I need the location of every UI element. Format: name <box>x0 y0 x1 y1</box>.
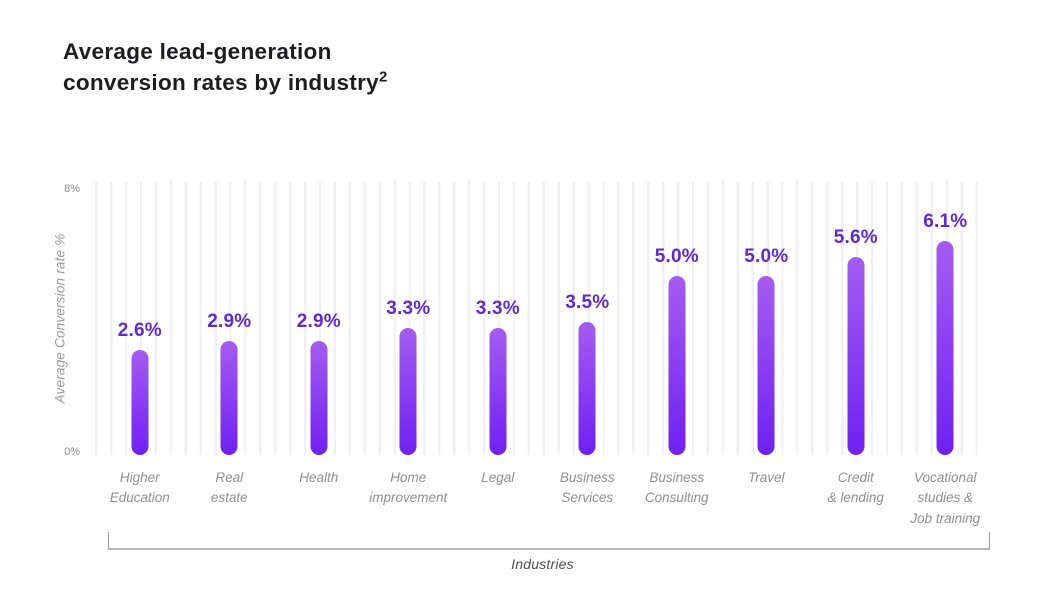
bar-value-label: 2.9% <box>207 310 252 332</box>
category-label: Business Services <box>559 470 615 506</box>
chart-title-line1: Average lead-generation <box>63 39 332 64</box>
bar <box>668 275 686 455</box>
bar-value-label: 2.6% <box>117 320 162 342</box>
bar-column: 5.6% <box>811 182 901 455</box>
bar <box>489 328 507 455</box>
bar-value-label: 3.5% <box>565 292 610 314</box>
bar-value-label: 5.6% <box>833 226 878 248</box>
bar-value-label: 2.9% <box>296 310 341 332</box>
bar <box>310 340 328 455</box>
category-label: Travel <box>747 470 785 485</box>
bars-row: 2.6% 2.9% 2.9% 3.3% 3.3% 3.5% 5.0% 5.0% 5.6% 6.1% <box>95 182 990 455</box>
chart-title-superscript: 2 <box>379 68 388 86</box>
bar <box>847 256 865 455</box>
bar-column: 2.9% <box>274 182 364 455</box>
bar-column: 2.9% <box>185 182 275 455</box>
chart-title-line2: conversion rates by industry <box>63 70 379 96</box>
bar-value-label: 5.0% <box>654 245 699 267</box>
bar-value-label: 3.3% <box>386 298 431 320</box>
category-labels-row: Higher Education Real estate Health Home im… <box>95 468 990 529</box>
y-axis-tick-0: 0% <box>64 446 80 458</box>
bar-value-label: 6.1% <box>923 211 968 233</box>
bar <box>936 241 954 455</box>
bar <box>757 275 775 455</box>
bar <box>399 328 417 455</box>
bar-column: 3.3% <box>364 182 454 455</box>
bar-value-label: 3.3% <box>475 298 520 320</box>
x-axis-title: Industries <box>511 556 574 572</box>
bar <box>578 322 596 455</box>
bar-column: 3.5% <box>543 182 633 455</box>
bar-column: 2.6% <box>95 182 185 455</box>
bar <box>131 350 149 455</box>
bar-value-label: 5.0% <box>744 245 789 267</box>
bar-column: 6.1% <box>901 182 991 455</box>
category-label: Real estate <box>210 470 248 506</box>
category-label: Home improvement <box>369 470 448 506</box>
category-label: Vocational studies & Job training <box>910 470 981 526</box>
category-label: Credit & lending <box>827 470 884 506</box>
x-axis-bracket <box>108 532 990 550</box>
y-axis-tick-8: 8% <box>64 183 80 195</box>
y-axis-title: Average Conversion rate % <box>52 233 68 404</box>
category-label: Health <box>299 470 339 485</box>
bar-column: 3.3% <box>453 182 543 455</box>
bar-column: 5.0% <box>632 182 722 455</box>
plot-area: 2.6% 2.9% 2.9% 3.3% 3.3% 3.5% 5.0% 5.0% 5.6% 6.1% <box>95 182 990 455</box>
category-label: Business Consulting <box>644 470 709 506</box>
y-axis-title-wrap: Average Conversion rate % <box>47 182 73 455</box>
bar-column: 5.0% <box>722 182 812 455</box>
chart-title: Average lead-generation conversion rates… <box>63 36 388 98</box>
bar <box>220 340 238 455</box>
category-label: Higher Education <box>109 470 170 506</box>
category-label: Legal <box>481 470 515 485</box>
